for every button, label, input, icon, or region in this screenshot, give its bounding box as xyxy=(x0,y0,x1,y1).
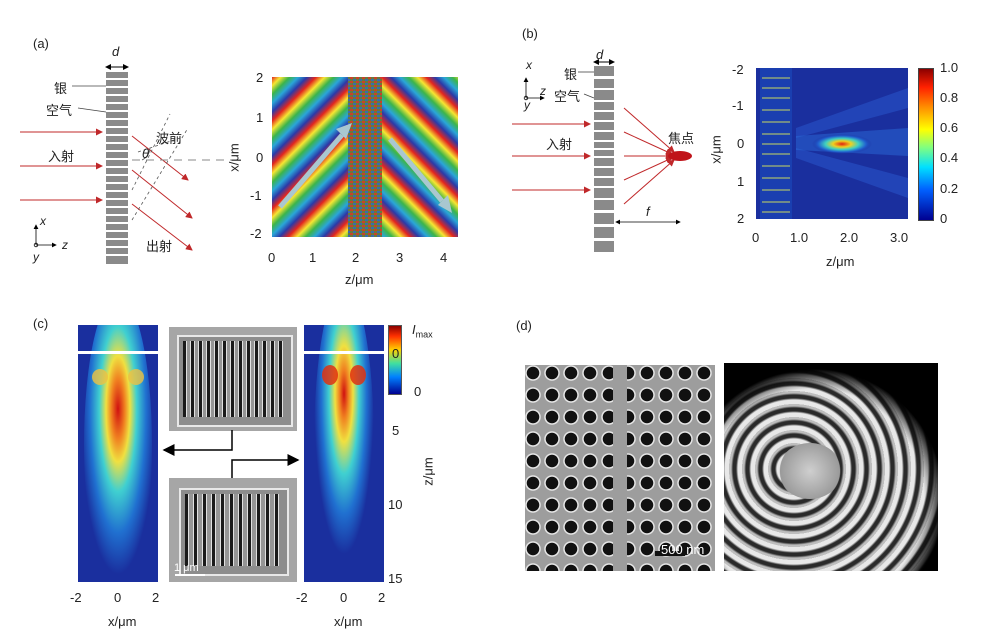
ytick: 0 xyxy=(256,150,264,165)
cbar-tick: 0 xyxy=(940,211,948,226)
xtick: 3.0 xyxy=(890,230,909,245)
axis-z-label-a: z xyxy=(62,238,68,252)
beam-profile-left xyxy=(78,325,158,582)
incident-label-a: 入射 xyxy=(48,149,75,164)
connector-arrows xyxy=(162,430,300,478)
colorbar-c-min: 0 xyxy=(414,384,422,399)
phase-map-xlabel: z/μm xyxy=(345,272,374,287)
panel-a-tag: (a) xyxy=(33,36,49,51)
xtick: 0 xyxy=(340,590,348,605)
xtick: 3 xyxy=(396,250,404,265)
focus-spot xyxy=(668,151,692,161)
silver-label-b: 银 xyxy=(564,67,578,82)
xtick: 2 xyxy=(378,590,386,605)
cbar-tick: 0.6 xyxy=(940,120,959,135)
xtick: 2.0 xyxy=(840,230,859,245)
ytick: 2 xyxy=(256,70,264,85)
axis-y-label-b: y xyxy=(524,98,530,112)
scalebar-1um-label: 1 μm xyxy=(174,562,199,574)
ztick: 15 xyxy=(388,571,403,586)
f-label: f xyxy=(646,204,650,219)
colorbar-b xyxy=(918,68,934,221)
sem-holes xyxy=(525,365,715,571)
grating-b xyxy=(594,66,614,252)
panel-c-xlabel-right: x/μm xyxy=(334,614,363,629)
ztick: 0 xyxy=(392,346,400,361)
ytick: 1 xyxy=(737,174,745,189)
outgoing-label: 出射 xyxy=(146,239,173,254)
cbar-tick: 0.8 xyxy=(940,90,959,105)
theta-label: θ xyxy=(142,146,150,161)
air-label-b: 空气 xyxy=(554,89,581,104)
xtick: 2 xyxy=(152,590,160,605)
grating-a xyxy=(106,72,128,264)
cbar-tick: 0.2 xyxy=(940,181,959,196)
panel-d-tag: (d) xyxy=(516,318,532,333)
beam-profile-right xyxy=(304,325,384,582)
ytick: 2 xyxy=(737,211,745,226)
xtick: 1 xyxy=(309,250,317,265)
xtick: 1.0 xyxy=(790,230,809,245)
colorbar-c xyxy=(388,325,402,395)
panel-b-schematic xyxy=(512,59,692,252)
panel-c-zlabel: z/μm xyxy=(420,457,436,486)
ytick: -1 xyxy=(732,98,744,113)
panel-b-tag: (b) xyxy=(522,26,538,41)
silver-label-a: 银 xyxy=(54,81,68,96)
phase-map-ylabel: x/μm xyxy=(226,143,242,172)
axis-z-label-b: z xyxy=(540,84,546,98)
focus-label: 焦点 xyxy=(668,131,695,146)
xtick: 0 xyxy=(752,230,760,245)
axis-x-label-a: x xyxy=(40,214,46,228)
colorbar-c-max: Imax xyxy=(412,322,433,340)
xtick: 0 xyxy=(114,590,122,605)
xtick: 2 xyxy=(352,250,360,265)
ytick: -2 xyxy=(250,226,262,241)
axis-y-label-a: y xyxy=(33,250,39,264)
cbar-tick: 1.0 xyxy=(940,60,959,75)
xtick: -2 xyxy=(296,590,308,605)
xtick: -2 xyxy=(70,590,82,605)
panel-c-tag: (c) xyxy=(33,316,49,331)
panel-a-schematic xyxy=(20,64,240,264)
ytick: 1 xyxy=(256,110,264,125)
axis-x-label-b: x xyxy=(526,58,532,72)
scalebar-500nm xyxy=(655,551,685,556)
intensity-map-b-ylabel: x/μm xyxy=(708,135,724,164)
scalebar-500nm-label: 500 nm xyxy=(661,542,705,557)
panel-c-xlabel-left: x/μm xyxy=(108,614,137,629)
wavefront-label: 波前 xyxy=(156,131,183,146)
sem-slits-top xyxy=(169,327,297,431)
d-label-b: d xyxy=(596,47,604,62)
phase-map xyxy=(272,77,458,237)
xtick: 4 xyxy=(440,250,448,265)
scalebar-1um xyxy=(175,574,205,576)
ztick: 10 xyxy=(388,497,403,512)
d-label-a: d xyxy=(112,44,120,59)
intensity-map-b-xlabel: z/μm xyxy=(826,254,855,269)
ytick: 0 xyxy=(737,136,745,151)
cbar-tick: 0.4 xyxy=(940,150,959,165)
incident-label-b: 入射 xyxy=(546,137,573,152)
xtick: 0 xyxy=(268,250,276,265)
ytick: -1 xyxy=(250,188,262,203)
ztick: 5 xyxy=(392,423,400,438)
ytick: -2 xyxy=(732,62,744,77)
far-field-rings xyxy=(724,363,938,571)
air-label-a: 空气 xyxy=(46,103,73,118)
sem-slits-bottom xyxy=(169,478,297,582)
intensity-map-b xyxy=(756,68,908,219)
